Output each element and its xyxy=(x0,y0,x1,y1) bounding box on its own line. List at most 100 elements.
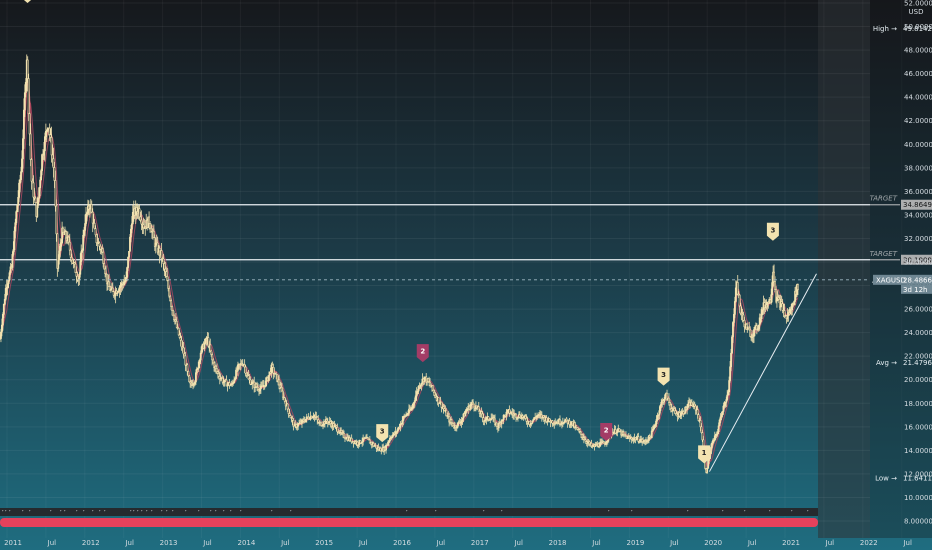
candle xyxy=(614,425,617,435)
candle-body xyxy=(104,268,107,274)
candle-body xyxy=(34,197,37,203)
wave-marker: 1 xyxy=(698,445,711,464)
target-label: TARGET xyxy=(870,250,898,258)
wave-marker-flag xyxy=(698,445,711,464)
candle-body xyxy=(487,416,490,420)
candle-body xyxy=(112,291,115,296)
candle-body xyxy=(15,211,18,224)
candle xyxy=(749,326,752,338)
event-marker: ′ xyxy=(92,509,94,517)
candle-body xyxy=(597,443,600,447)
candle-body xyxy=(690,401,693,406)
candle xyxy=(94,225,97,238)
candle-body xyxy=(496,422,498,427)
wave-marker-label: 3 xyxy=(380,428,385,436)
candle-body xyxy=(171,306,173,311)
candle-body xyxy=(84,223,86,231)
x-tick-label: 2011 xyxy=(4,539,22,547)
candle-body xyxy=(267,375,270,381)
candle-body xyxy=(770,294,773,304)
candle-body xyxy=(396,429,399,433)
candle-body xyxy=(329,421,332,424)
event-marker: ′ xyxy=(791,509,793,517)
candle xyxy=(235,367,237,380)
y-tick-label: 46.00000 xyxy=(904,70,932,78)
candle-body xyxy=(297,423,300,427)
candle-body xyxy=(650,430,653,439)
candle-body xyxy=(43,150,45,156)
candle-body xyxy=(180,339,183,348)
candle-body xyxy=(65,231,67,239)
candle-body xyxy=(18,182,21,198)
candle-body xyxy=(710,447,712,454)
x-tick-label: Jul xyxy=(358,539,368,547)
candle xyxy=(385,443,387,454)
wave-marker-flag xyxy=(23,0,32,3)
y-tick-label: 8.00000 xyxy=(904,518,932,526)
candle-body xyxy=(481,413,484,418)
y-tick-label: 24.00000 xyxy=(904,329,932,337)
candle-body xyxy=(460,420,463,424)
candle-body xyxy=(36,204,39,217)
candle-body xyxy=(700,426,703,433)
x-tick-label: 2015 xyxy=(315,539,333,547)
candle xyxy=(44,132,46,162)
candle-body xyxy=(518,414,521,418)
candle xyxy=(717,422,720,435)
candle xyxy=(79,253,82,278)
y-tick-label: 48.00000 xyxy=(904,47,932,55)
candle-body xyxy=(233,379,236,384)
candle-body xyxy=(11,254,14,268)
candle-body xyxy=(387,442,389,446)
candle-body xyxy=(69,249,72,258)
candle-body xyxy=(350,437,353,443)
candle-body xyxy=(216,368,218,373)
event-marker: ′ xyxy=(99,509,101,517)
candle-body xyxy=(415,391,418,397)
x-tick-label: 2013 xyxy=(160,539,178,547)
candle-body xyxy=(432,389,435,393)
candle-body xyxy=(281,390,284,398)
y-tick-label: 26.00000 xyxy=(904,306,932,314)
candle-body xyxy=(781,303,784,311)
candle-body xyxy=(1,314,4,326)
candle-body xyxy=(23,92,26,111)
x-tick-label: 2017 xyxy=(471,539,489,547)
event-marker: ′ xyxy=(501,509,503,517)
candle-body xyxy=(786,315,789,319)
candle-body xyxy=(48,127,51,135)
candle-body xyxy=(680,412,683,416)
candle-body xyxy=(16,205,19,212)
candle xyxy=(413,397,416,408)
candle-body xyxy=(656,415,659,420)
event-marker: ′ xyxy=(22,509,24,517)
event-marker: ′ xyxy=(215,509,217,517)
candle-body xyxy=(165,271,168,277)
target-price-value: 30.19090 xyxy=(903,256,932,264)
x-tick-label: Jul xyxy=(202,539,212,547)
candle-body xyxy=(637,436,640,442)
candle-body xyxy=(730,352,732,368)
event-marker: ′ xyxy=(161,509,163,517)
candle-body xyxy=(95,234,98,243)
grid xyxy=(823,0,864,538)
event-strip xyxy=(0,508,818,516)
y-tick-label: 52.00000 xyxy=(904,0,932,8)
candle xyxy=(40,168,42,181)
bottom-bar xyxy=(0,518,818,527)
candle-body xyxy=(696,409,699,415)
candle-body xyxy=(524,415,527,419)
candle-body xyxy=(24,82,27,94)
axis-label-name: Low → xyxy=(875,475,897,483)
candle-body xyxy=(655,419,658,425)
axis-label-name: High → xyxy=(873,25,897,33)
candle-body xyxy=(264,380,267,387)
event-marker: ′ xyxy=(631,509,633,517)
target-price-value: 34.86490 xyxy=(903,201,932,209)
candle xyxy=(728,376,731,396)
candle xyxy=(722,402,725,415)
candle-body xyxy=(275,372,278,375)
candle xyxy=(188,374,191,383)
candle xyxy=(367,436,369,440)
